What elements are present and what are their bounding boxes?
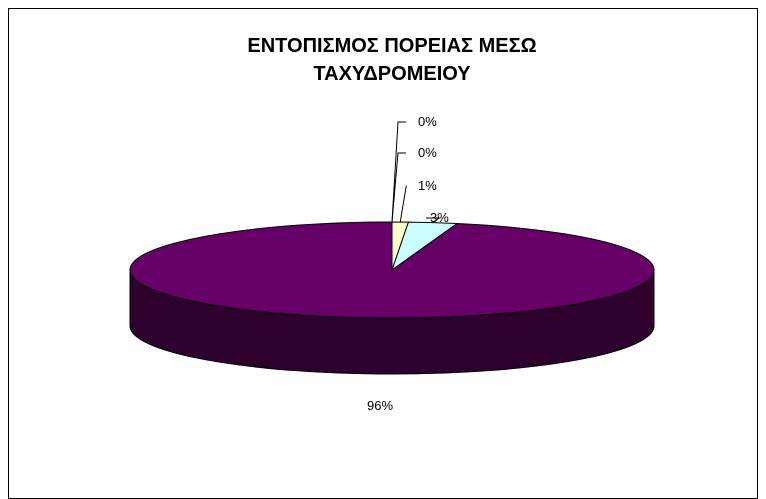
pie-slice-4 [129, 221, 655, 319]
slice-leader-0 [391, 121, 406, 223]
slice-label-2: 1% [418, 178, 437, 193]
chart-title-line-1: ΕΝΤΟΠΙΣΜΟΣ ΠΟΡΕΙΑΣ ΜΕΣΩ [247, 35, 536, 57]
slice-label-0: 0% [418, 114, 437, 129]
slice-leader-1 [391, 152, 406, 223]
slice-label-3: 3% [430, 210, 449, 225]
pie-slices [129, 221, 655, 375]
slice-label-1: 0% [418, 145, 437, 160]
slice-leader-3 [426, 217, 441, 223]
slice-label-4: 96% [367, 398, 393, 413]
slice-labels: 0% 0% 1% 3% 96% [367, 114, 449, 413]
slice-leader-2 [399, 185, 407, 223]
chart-title-line-2: ΤΑΧΥΔΡΟΜΕΙΟΥ [313, 63, 471, 85]
